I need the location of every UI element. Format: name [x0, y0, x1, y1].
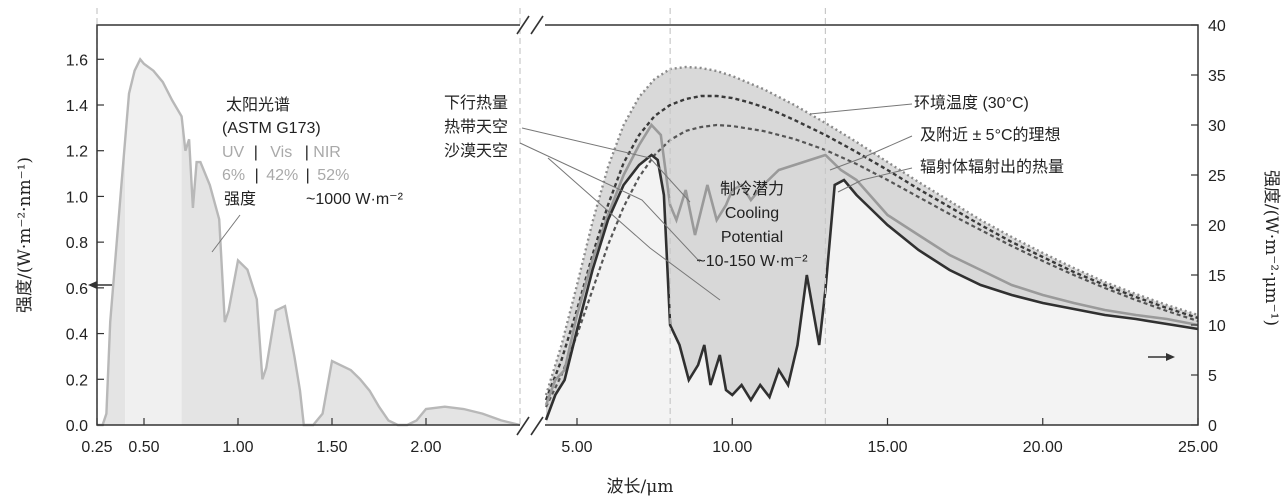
solar-spectrum-title: 太阳光谱	[226, 96, 290, 114]
cooling-potential-en-1: Cooling	[725, 205, 779, 222]
left-y-tick-label: 0.4	[66, 327, 88, 344]
cooling-potential-fill	[546, 67, 1198, 420]
right-y-tick-label: 40	[1208, 18, 1226, 35]
right-y-axis-title: 强度/(W·m⁻²·μm⁻¹)	[1261, 170, 1281, 326]
right-y-tick-label: 0	[1208, 418, 1217, 435]
left-x-tick-label: 0.50	[128, 439, 159, 456]
right-y-tick-label: 20	[1208, 218, 1226, 235]
left-y-tick-label: 0.0	[66, 418, 88, 435]
left-axis-arrow-icon	[88, 281, 112, 289]
cooling-potential-value: ~10-150 W·m⁻²	[696, 253, 808, 270]
left-x-tick-label: 2.00	[410, 439, 441, 456]
solar-intensity-label: 强度	[224, 190, 256, 208]
right-y-tick-label: 15	[1208, 268, 1226, 285]
left-y-tick-label: 1.2	[66, 144, 88, 161]
band-separator-2: |	[305, 144, 309, 161]
blackbody-30c-line	[544, 94, 1199, 401]
right-x-tick-label: 20.00	[1023, 439, 1063, 456]
solar-fill-uv-band	[97, 139, 126, 426]
solar-intensity-value: ~1000 W·m⁻²	[306, 191, 404, 208]
annotation-leader-4	[547, 157, 721, 301]
left-y-axis-title: 强度/(W·m⁻²·nm⁻¹)	[15, 157, 35, 313]
annotation-leader-5	[809, 103, 913, 115]
tropical-sky-line	[544, 122, 1199, 406]
left-y-tick-label: 1.0	[66, 189, 88, 206]
right-x-tick-label: 25.00	[1178, 439, 1218, 456]
left-x-tick-label: 0.25	[81, 439, 112, 456]
band-labels: UV | Vis | NIR	[222, 144, 341, 161]
solar-spectrum-line	[97, 57, 521, 427]
desert-sky-label: 沙漠天空	[444, 142, 508, 160]
pct-separator-2: |	[306, 167, 310, 184]
cooling-potential-en-2: Potential	[721, 229, 783, 246]
pct-separator-1: |	[255, 167, 259, 184]
band-percentages: 6% | 42% | 52%	[222, 167, 349, 184]
right-y-tick-label: 30	[1208, 118, 1226, 135]
plot-layer: 0.0 0.2 0.4 0.6 0.8 1.0 1.2 1.4 1.6 0.25 0.50 1.00 1…	[66, 8, 1226, 456]
solar-fill-vis-band	[125, 59, 182, 426]
pct-uv-label: 6%	[222, 167, 245, 184]
right-y-tick-label: 10	[1208, 318, 1226, 335]
downward-heat-label: 下行热量	[444, 94, 508, 112]
left-y-tick-label: 1.4	[66, 98, 88, 115]
left-y-tick-label: 0.2	[66, 372, 88, 389]
ambient-label-line-1: 环境温度 (30°C)	[914, 93, 1029, 112]
ambient-label-line-2: 及附近 ± 5°C的理想	[920, 126, 1061, 144]
blackbody-minus5-line	[545, 123, 1199, 408]
annotation-leader-7	[837, 167, 913, 193]
right-x-tick-label: 15.00	[867, 439, 907, 456]
left-y-tick-label: 0.6	[66, 281, 88, 298]
right-y-tick-label: 25	[1208, 168, 1226, 185]
x-axis-title: 波长/μm	[607, 477, 674, 497]
right-x-tick-label: 5.00	[561, 439, 592, 456]
pct-nir-label: 52%	[317, 167, 349, 184]
right-y-tick-label: 35	[1208, 68, 1226, 85]
band-nir-label: NIR	[313, 144, 341, 161]
right-axis-arrow-icon	[1148, 353, 1175, 361]
right-y-tick-label: 5	[1208, 368, 1217, 385]
annotation-leader-1	[211, 214, 241, 253]
left-x-tick-label: 1.00	[222, 439, 253, 456]
axis-break-bottom-icon	[516, 416, 544, 436]
axis-break-top-icon	[516, 15, 544, 35]
annotation-leader-3	[519, 142, 701, 263]
solar-spectrum-source: (ASTM G173)	[222, 120, 321, 137]
pct-vis-label: 42%	[266, 167, 298, 184]
left-panel-frame	[96, 24, 520, 426]
left-y-tick-label: 0.8	[66, 235, 88, 252]
annotation-leader-2	[521, 127, 691, 203]
cooling-potential-cn: 制冷潜力	[720, 180, 784, 198]
right-x-tick-label: 10.00	[712, 439, 752, 456]
tropical-sky-label: 热带天空	[444, 118, 508, 136]
left-y-tick-label: 1.6	[66, 52, 88, 69]
band-separator-1: |	[254, 144, 258, 161]
annotation-leader-6	[829, 135, 913, 171]
band-vis-label: Vis	[270, 144, 292, 161]
desert-sky-line	[544, 153, 1199, 421]
left-x-tick-label: 1.50	[316, 439, 347, 456]
solar-fill-nir-band	[181, 116, 520, 426]
band-uv-label: UV	[222, 144, 245, 161]
ambient-label-line-3: 辐射体辐射出的热量	[920, 158, 1064, 176]
